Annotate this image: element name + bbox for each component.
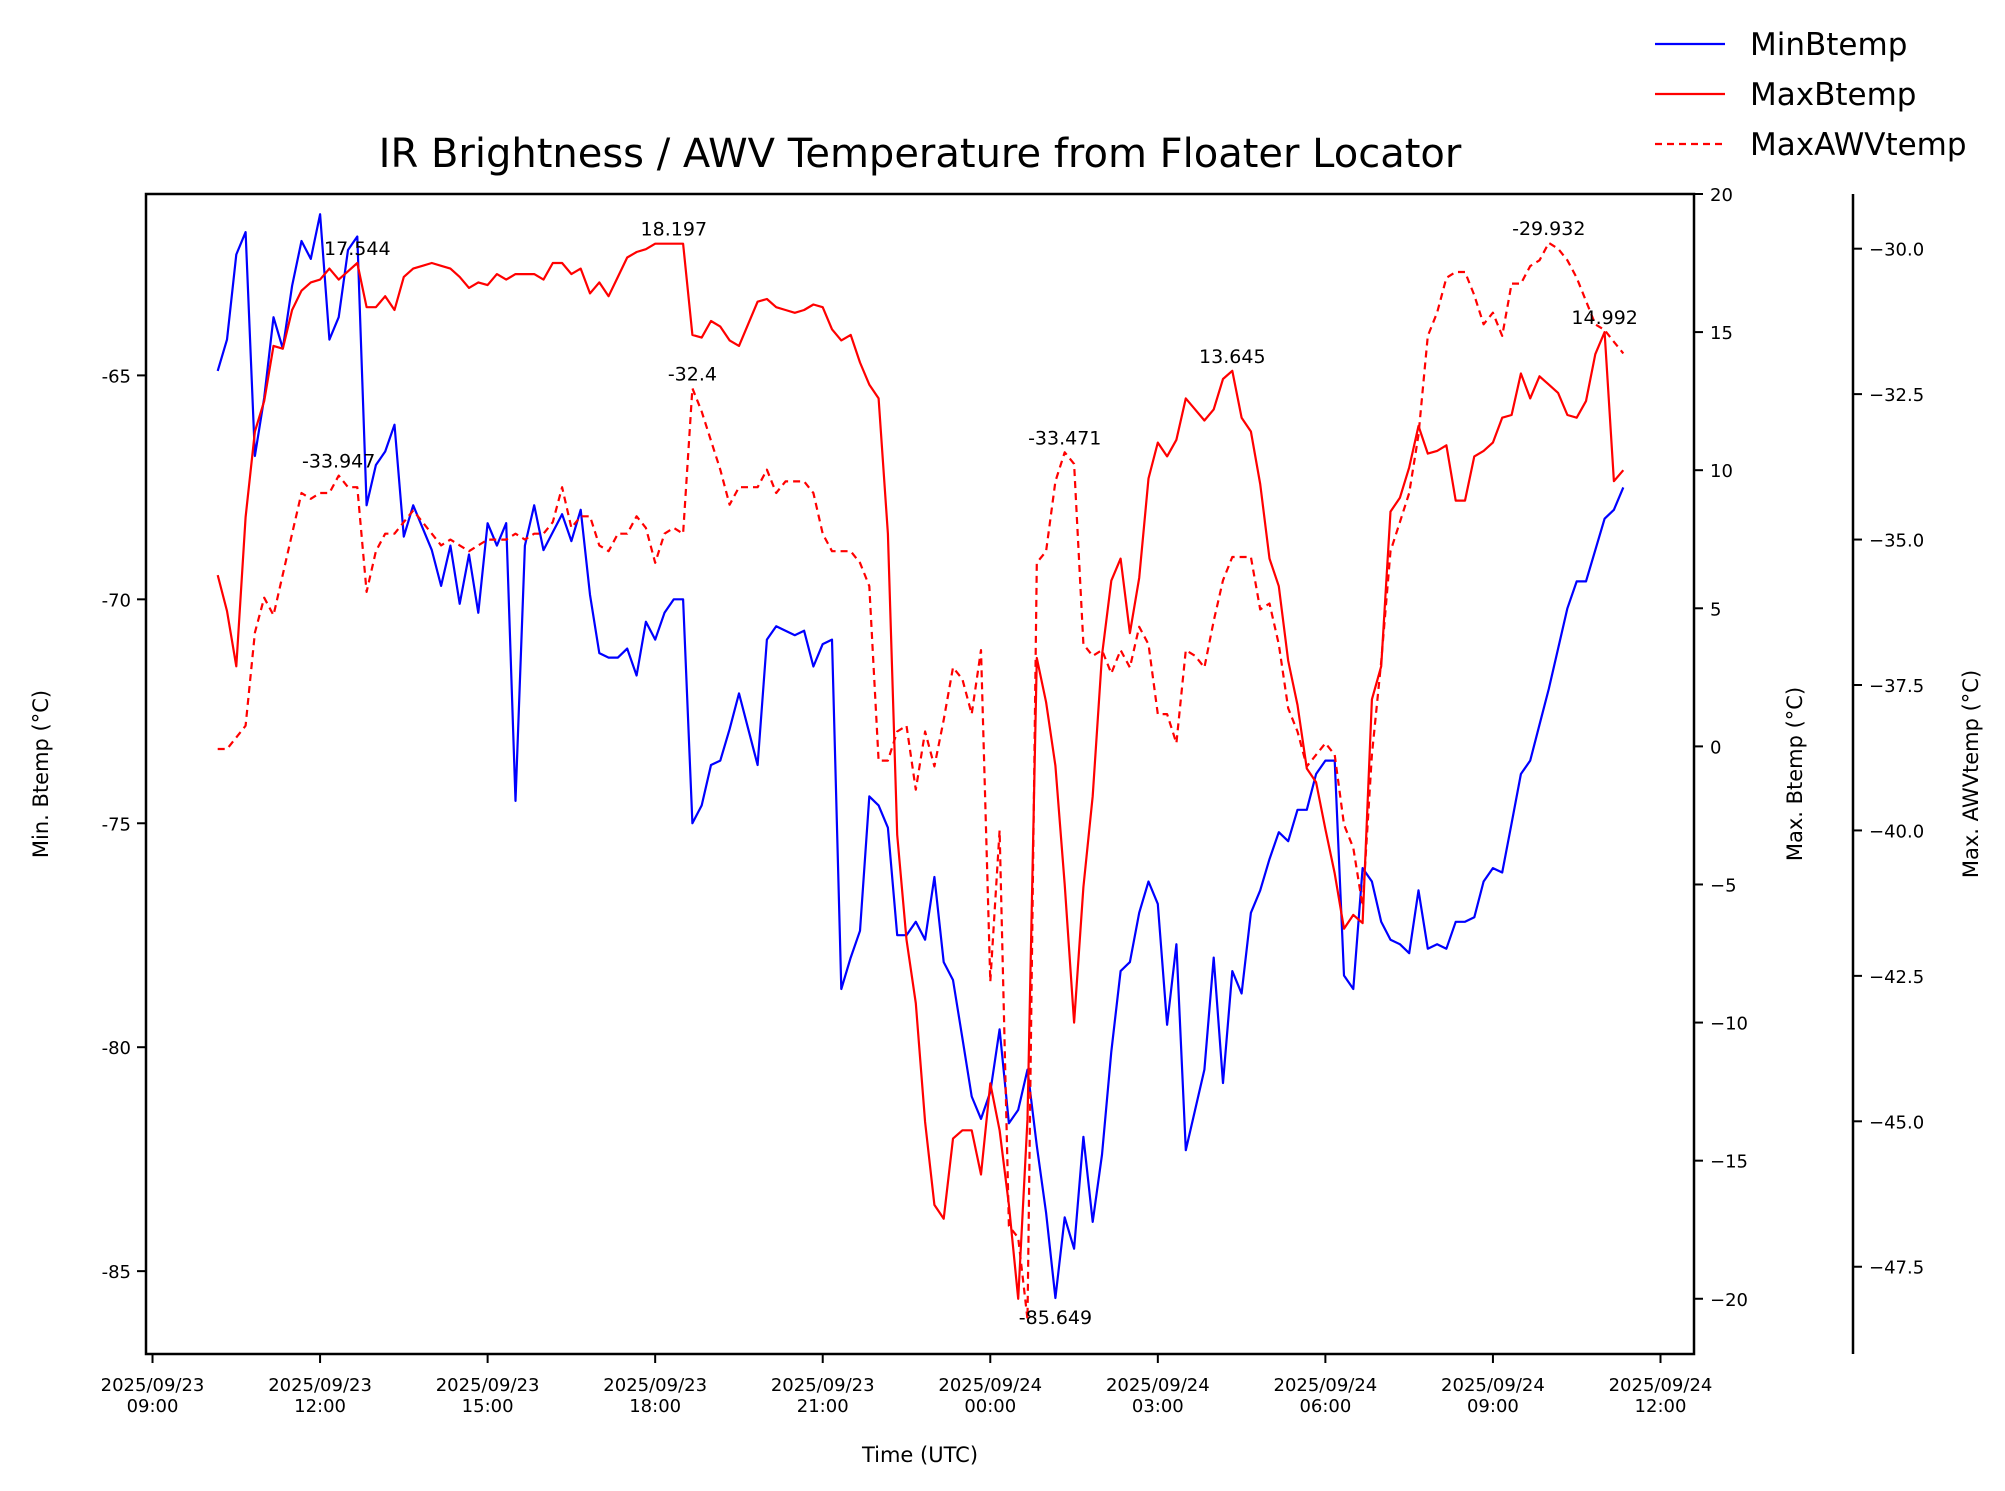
- x-tick-label: 03:00: [1132, 1396, 1184, 1417]
- left-y-tick-label: -65: [102, 366, 131, 387]
- chart-title: IR Brightness / AWV Temperature from Flo…: [379, 131, 1462, 177]
- annotation-label: -29.932: [1512, 218, 1585, 240]
- annotation-label: -32.4: [668, 363, 717, 385]
- right2-y-tick-label: −42.5: [1869, 967, 1924, 988]
- plot-frame: [144, 192, 1696, 1356]
- right2-y-tick-label: −40.0: [1869, 821, 1924, 842]
- right1-y-tick-label: −20: [1710, 1290, 1748, 1311]
- annotation-label: 18.197: [641, 219, 707, 241]
- left-y-tick-label: -85: [102, 1262, 131, 1283]
- right1-y-tick-label: 5: [1710, 599, 1721, 620]
- x-tick-label: 18:00: [629, 1396, 681, 1417]
- right1-axis-label: Max. Btemp (°C): [1783, 687, 1807, 861]
- x-tick-label: 2025/09/24: [1106, 1375, 1210, 1396]
- left-axis-label: Min. Btemp (°C): [29, 690, 53, 858]
- left-y-axis: -65 -70 -75 -80 -85: [102, 366, 146, 1283]
- series-line-minbtemp: [216, 213, 1625, 1300]
- left-y-tick-label: -80: [102, 1038, 131, 1059]
- annotation-label: 17.544: [324, 238, 390, 260]
- x-tick-label: 21:00: [797, 1396, 849, 1417]
- right1-y-axis: 20 15 10 5 0 −5 −10 −15 −20: [1694, 185, 1748, 1311]
- legend-label-maxbtemp: MaxBtemp: [1750, 77, 1916, 113]
- legend-label-minbtemp: MinBtemp: [1750, 27, 1907, 63]
- right2-y-axis: −30.0 −32.5 −35.0 −37.5 −40.0 −42.5 −45.0 −47.5: [1853, 240, 1924, 1279]
- right1-y-tick-label: −5: [1710, 875, 1737, 896]
- right2-y-tick-label: −35.0: [1869, 531, 1924, 552]
- right2-axis-label: Max. AWVtemp (°C): [1959, 670, 1983, 878]
- right2-y-tick-label: −37.5: [1869, 676, 1924, 697]
- legend: MinBtemp MaxBtemp MaxAWVtemp: [1655, 27, 1967, 163]
- right1-y-tick-label: 10: [1710, 461, 1733, 482]
- right1-y-tick-label: −10: [1710, 1014, 1748, 1035]
- annotation-label: 14.992: [1571, 307, 1637, 329]
- right1-y-tick-label: 0: [1710, 737, 1721, 758]
- x-tick-label: 2025/09/23: [101, 1375, 205, 1396]
- annotation-label: -33.471: [1028, 427, 1101, 449]
- x-tick-label: 12:00: [1635, 1396, 1687, 1417]
- annotation-label: -33.947: [302, 451, 375, 473]
- right1-y-tick-label: 20: [1710, 185, 1733, 206]
- x-tick-label: 2025/09/24: [938, 1375, 1042, 1396]
- x-tick-label: 2025/09/23: [436, 1375, 540, 1396]
- legend-label-maxawvtemp: MaxAWVtemp: [1750, 127, 1967, 163]
- right2-y-tick-label: −47.5: [1869, 1258, 1924, 1279]
- x-tick-label: 2025/09/23: [603, 1375, 707, 1396]
- series-line-maxawvtemp: [217, 241, 1625, 1321]
- left-y-tick-label: -70: [102, 590, 131, 611]
- x-tick-label: 09:00: [127, 1396, 179, 1417]
- annotation-layer: 17.544 18.197 -33.947 -32.4 -33.471 13.645 -29…: [302, 218, 1638, 1329]
- annotation-label: -85.649: [1019, 1307, 1092, 1329]
- x-tick-label: 06:00: [1299, 1396, 1351, 1417]
- annotation-label: 13.645: [1199, 346, 1265, 368]
- right1-y-tick-label: −15: [1710, 1152, 1748, 1173]
- x-tick-label: 15:00: [462, 1396, 514, 1417]
- x-tick-label: 00:00: [964, 1396, 1016, 1417]
- right2-y-tick-label: −30.0: [1869, 240, 1924, 261]
- x-tick-label: 2025/09/24: [1609, 1375, 1713, 1396]
- x-tick-label: 2025/09/23: [268, 1375, 372, 1396]
- x-tick-label: 2025/09/23: [771, 1375, 875, 1396]
- x-tick-label: 2025/09/24: [1441, 1375, 1545, 1396]
- right2-y-tick-label: −32.5: [1869, 385, 1924, 406]
- right2-y-tick-label: −45.0: [1869, 1112, 1924, 1133]
- left-y-tick-label: -75: [102, 814, 131, 835]
- x-tick-label: 2025/09/24: [1274, 1375, 1378, 1396]
- series-line-maxbtemp: [216, 242, 1625, 1300]
- right1-y-tick-label: 15: [1710, 323, 1733, 344]
- x-axis-label: Time (UTC): [861, 1443, 978, 1467]
- series-layer: [216, 213, 1625, 1321]
- x-tick-label: 12:00: [294, 1396, 346, 1417]
- x-axis: 2025/09/2309:002025/09/2312:002025/09/23…: [101, 1354, 1713, 1417]
- x-tick-label: 09:00: [1467, 1396, 1519, 1417]
